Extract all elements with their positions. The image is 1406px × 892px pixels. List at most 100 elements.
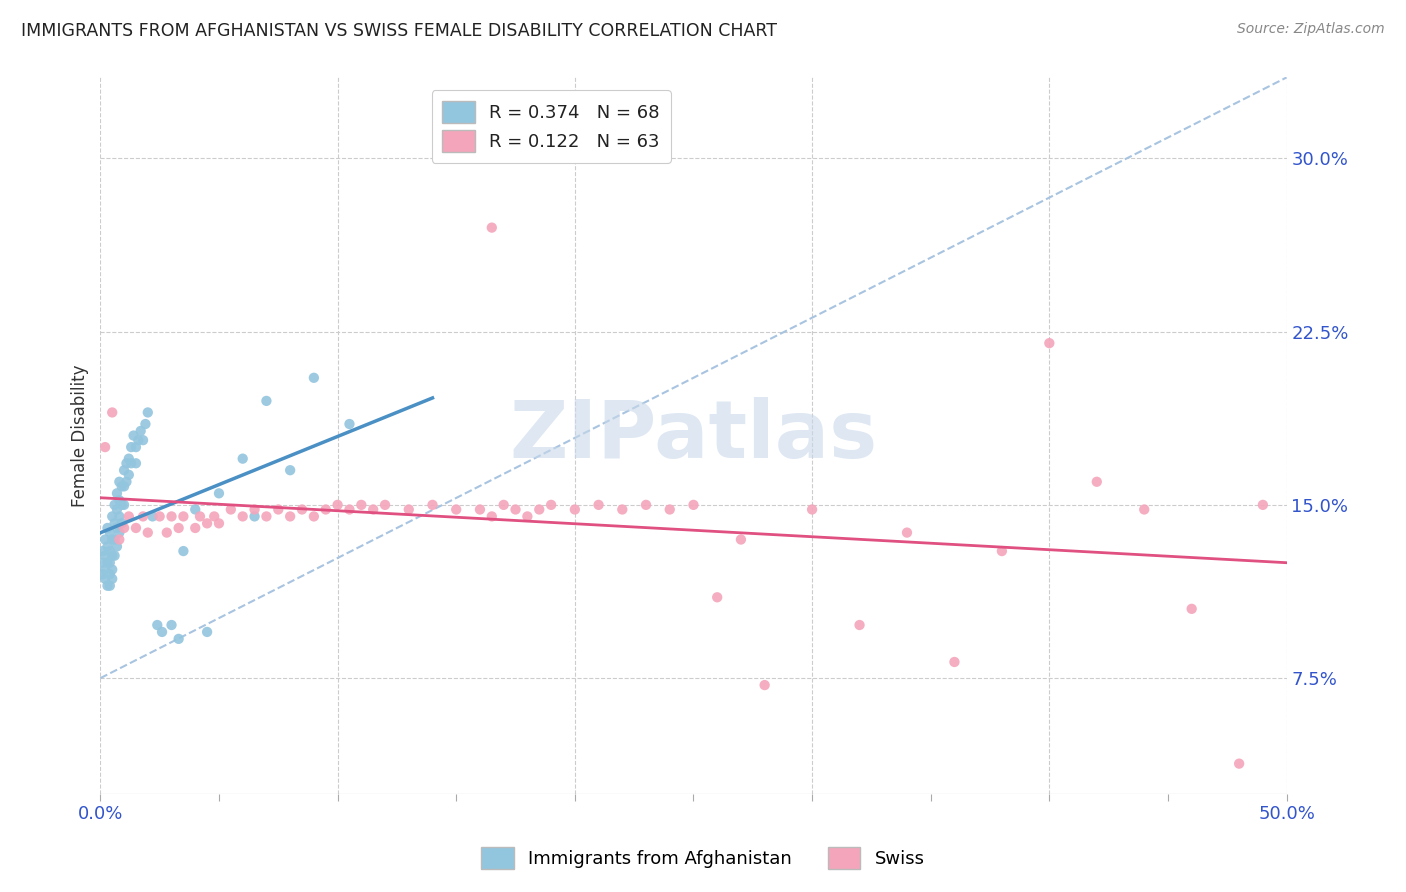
Point [101, 533, 124, 547]
Point [118, 467, 141, 482]
Point [101, 405, 124, 419]
Point [136, 405, 159, 419]
Point [149, 509, 172, 524]
Point [516, 509, 538, 524]
Point [108, 533, 131, 547]
Point [103, 533, 125, 547]
Point [125, 440, 148, 454]
Point [422, 498, 444, 512]
Point [529, 502, 551, 516]
Point [103, 516, 125, 531]
Point [134, 417, 156, 431]
Point [125, 521, 148, 535]
Point [278, 463, 301, 477]
Point [243, 509, 266, 524]
Point [1038, 336, 1060, 351]
Point [118, 509, 141, 524]
Point [112, 463, 135, 477]
Point [98, 556, 121, 570]
Point [232, 509, 254, 524]
Point [350, 498, 373, 512]
Point [278, 509, 301, 524]
Point [112, 498, 135, 512]
Point [91, 556, 114, 570]
Point [326, 498, 349, 512]
Point [658, 502, 681, 516]
Point [1227, 756, 1250, 771]
Point [112, 521, 135, 535]
Point [98, 544, 121, 558]
Point [634, 498, 657, 512]
Legend: R = 0.374   N = 68, R = 0.122   N = 63: R = 0.374 N = 68, R = 0.122 N = 63 [432, 90, 671, 163]
Point [103, 498, 125, 512]
Point [315, 502, 337, 516]
Point [706, 591, 728, 605]
Point [98, 525, 121, 540]
Point [481, 509, 503, 524]
Point [105, 540, 128, 554]
Point [188, 509, 211, 524]
Point [111, 516, 134, 531]
Point [243, 502, 266, 516]
Point [195, 624, 218, 639]
Point [374, 498, 396, 512]
Point [540, 498, 562, 512]
Point [105, 502, 128, 516]
Point [1085, 475, 1108, 489]
Point [96, 540, 118, 554]
Point [254, 393, 277, 408]
Point [184, 502, 207, 516]
Point [112, 479, 135, 493]
Point [94, 440, 117, 454]
Point [122, 428, 145, 442]
Point [444, 502, 467, 516]
Point [481, 220, 503, 235]
Point [943, 655, 966, 669]
Point [101, 549, 124, 563]
Point [1133, 502, 1156, 516]
Point [150, 624, 173, 639]
Point [132, 509, 155, 524]
Point [564, 502, 586, 516]
Y-axis label: Female Disability: Female Disability [72, 364, 89, 507]
Point [105, 521, 128, 535]
Point [588, 498, 610, 512]
Point [302, 371, 325, 385]
Point [754, 678, 776, 692]
Point [167, 632, 190, 646]
Point [118, 451, 141, 466]
Point [111, 498, 134, 512]
Point [98, 579, 121, 593]
Point [94, 572, 117, 586]
Point [115, 475, 138, 489]
Point [848, 618, 870, 632]
Point [682, 498, 704, 512]
Point [160, 618, 183, 632]
Point [339, 417, 361, 431]
Point [896, 525, 918, 540]
Point [96, 556, 118, 570]
Text: IMMIGRANTS FROM AFGHANISTAN VS SWISS FEMALE DISABILITY CORRELATION CHART: IMMIGRANTS FROM AFGHANISTAN VS SWISS FEM… [21, 22, 778, 40]
Point [232, 451, 254, 466]
Point [184, 521, 207, 535]
Point [127, 433, 149, 447]
Point [108, 509, 131, 524]
Point [156, 525, 179, 540]
Point [991, 544, 1014, 558]
Point [120, 440, 142, 454]
Text: ZIPatlas: ZIPatlas [509, 397, 877, 475]
Point [801, 502, 824, 516]
Point [172, 544, 194, 558]
Point [105, 486, 128, 500]
Point [160, 509, 183, 524]
Point [339, 502, 361, 516]
Point [129, 424, 152, 438]
Point [94, 533, 117, 547]
Point [219, 502, 242, 516]
Point [492, 498, 515, 512]
Point [96, 579, 118, 593]
Point [108, 525, 131, 540]
Point [302, 509, 325, 524]
Point [202, 509, 225, 524]
Point [146, 618, 169, 632]
